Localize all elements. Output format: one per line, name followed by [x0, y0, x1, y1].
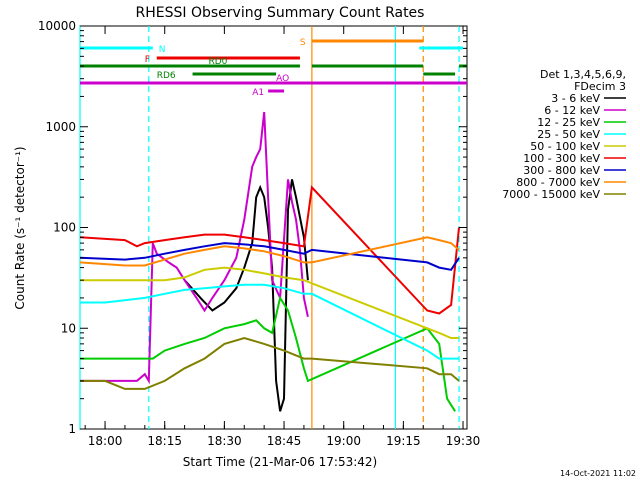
y-tick-label: 1000	[45, 120, 76, 134]
x-axis-label: Start Time (21-Mar-06 17:53:42)	[183, 455, 377, 469]
x-tick-label: 19:00	[326, 434, 361, 448]
legend-label: 50 - 100 keV	[530, 140, 600, 153]
y-tick-label: 1	[68, 422, 76, 436]
y-tick-label: 100	[53, 221, 76, 235]
flag-label-f: F	[145, 55, 150, 65]
legend-label: 12 - 25 keV	[537, 116, 600, 129]
y-tick-label: 10	[61, 321, 76, 335]
series-line-1	[183, 179, 309, 412]
x-tick-label: 18:30	[207, 434, 242, 448]
legend-label: 7000 - 15000 keV	[502, 188, 600, 201]
x-tick-label: 19:15	[386, 434, 421, 448]
chart-title: RHESSI Observing Summary Count Rates	[136, 5, 425, 21]
series-line-9	[80, 336, 460, 390]
x-tick-label: 18:45	[267, 434, 302, 448]
x-tick-label: 18:15	[147, 434, 182, 448]
legend-label: 300 - 800 keV	[523, 164, 600, 177]
series-line-7	[79, 242, 460, 271]
axes-layer: 18:00 18:15 18:30 18:45 19:00 19:15 19:30 1 10 10…	[38, 19, 481, 448]
y-tick-label: 10000	[38, 19, 76, 33]
series-line-4	[80, 283, 459, 360]
flag-label-ao: AO	[276, 74, 289, 84]
legend-label: 100 - 300 keV	[523, 152, 600, 165]
flag-label-rd0: RD0	[208, 57, 227, 67]
flag-label-a1: A1	[252, 88, 264, 98]
y-axis-label: Count Rate (s⁻¹ detector⁻¹)	[13, 146, 27, 309]
series-layer	[79, 111, 460, 412]
flag-label-s: S	[300, 38, 306, 48]
flag-label-rd6: RD6	[157, 71, 176, 81]
x-tick-label: 19:30	[446, 434, 481, 448]
legend-header: FDecim 3	[574, 80, 626, 93]
legend-label: 3 - 6 keV	[551, 92, 600, 105]
timestamp: 14-Oct-2021 11:02	[560, 469, 636, 478]
series-line-3	[80, 295, 456, 412]
series-line-5	[80, 266, 459, 339]
flag-label-n: N	[159, 45, 166, 55]
x-tick-label: 18:00	[88, 434, 123, 448]
series-line-2	[80, 111, 309, 385]
legend-label: 800 - 7000 keV	[516, 176, 600, 189]
legend-label: 6 - 12 keV	[544, 104, 600, 117]
series-line-8	[79, 236, 460, 267]
flag-layer: N S F RD0 RD6 AO A1	[79, 26, 467, 429]
legend-label: 25 - 50 keV	[537, 128, 600, 141]
series-line-6	[79, 185, 460, 315]
legend-header: Det 1,3,4,5,6,9,	[540, 68, 626, 81]
